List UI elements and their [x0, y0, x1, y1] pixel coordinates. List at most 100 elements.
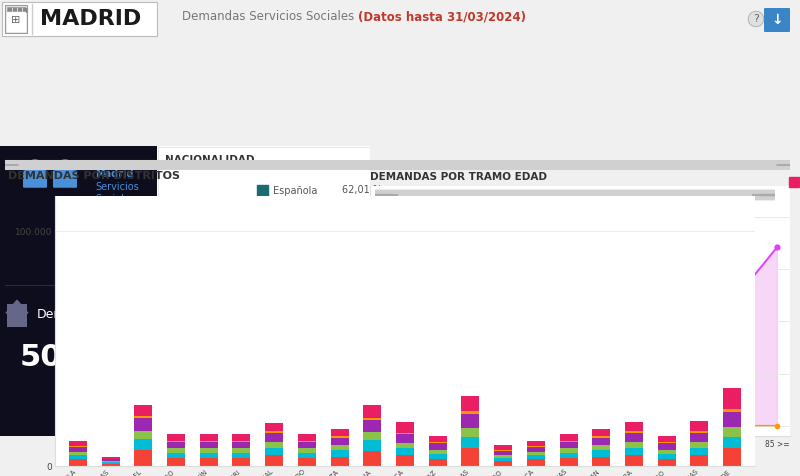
Bar	[200, 441, 218, 442]
Bar	[363, 405, 382, 417]
Bar	[625, 448, 643, 456]
FancyBboxPatch shape	[7, 7, 25, 31]
Bar	[527, 446, 545, 447]
Bar	[265, 448, 283, 456]
Bar	[527, 455, 545, 459]
Circle shape	[752, 195, 788, 196]
Bar	[396, 434, 414, 443]
Bar	[330, 428, 349, 436]
Text: NACIONALIDAD: NACIONALIDAD	[165, 155, 254, 165]
Bar	[658, 442, 676, 443]
Bar	[658, 436, 676, 442]
Bar	[265, 431, 283, 433]
Bar	[690, 433, 708, 442]
Bar	[559, 435, 578, 441]
Bar	[625, 431, 643, 433]
Bar	[298, 458, 316, 466]
Bar	[494, 450, 512, 451]
Text: Servicios: Servicios	[95, 182, 138, 192]
Wedge shape	[177, 201, 241, 265]
Bar	[298, 453, 316, 458]
Bar	[429, 436, 446, 442]
Bar	[298, 441, 316, 442]
Bar	[265, 442, 283, 448]
FancyBboxPatch shape	[764, 8, 790, 32]
Bar	[429, 443, 446, 449]
Bar	[658, 449, 676, 454]
FancyBboxPatch shape	[7, 304, 27, 327]
Text: Hombre: Hombre	[273, 340, 312, 350]
Bar	[429, 454, 446, 459]
Bar	[363, 420, 382, 432]
Text: ⊞: ⊞	[11, 15, 21, 25]
Text: DEMANDAS POR TRAMO EDAD: DEMANDAS POR TRAMO EDAD	[370, 172, 547, 182]
Bar	[167, 441, 185, 442]
Bar	[462, 428, 479, 436]
Bar	[527, 452, 545, 455]
Bar	[330, 445, 349, 450]
Bar	[527, 459, 545, 466]
Bar	[167, 435, 185, 441]
Bar	[69, 455, 87, 459]
Bar	[723, 412, 741, 427]
Bar	[69, 452, 87, 455]
Text: ↓: ↓	[165, 422, 175, 435]
Bar	[0, 285, 157, 436]
Bar	[13, 8, 16, 12]
Bar	[102, 461, 120, 462]
Bar	[330, 437, 349, 445]
Bar	[690, 456, 708, 466]
Bar	[102, 464, 120, 466]
FancyBboxPatch shape	[0, 160, 800, 170]
Bar	[559, 453, 578, 458]
Bar	[592, 456, 610, 466]
Bar	[527, 447, 545, 452]
Bar	[592, 450, 610, 456]
FancyBboxPatch shape	[53, 170, 77, 188]
Bar	[265, 433, 283, 442]
Bar	[167, 458, 185, 466]
FancyBboxPatch shape	[23, 170, 47, 188]
Text: 37,99 %: 37,99 %	[342, 216, 382, 226]
Circle shape	[56, 160, 74, 181]
Bar	[396, 448, 414, 456]
Bar	[167, 442, 185, 448]
Bar	[200, 442, 218, 448]
Bar	[494, 457, 512, 461]
Wedge shape	[177, 201, 231, 265]
Bar	[102, 462, 120, 464]
Bar	[559, 458, 578, 466]
Bar	[396, 443, 414, 448]
Bar	[8, 8, 11, 12]
Bar	[559, 442, 578, 448]
Bar	[200, 453, 218, 458]
Bar	[233, 442, 250, 448]
Bar	[690, 421, 708, 431]
Bar	[233, 448, 250, 453]
Bar	[200, 435, 218, 441]
Bar	[330, 436, 349, 437]
Legend: 2019, 2020, 2021, 2022, 2023: 2019, 2020, 2021, 2022, 2023	[798, 181, 800, 270]
Bar	[265, 423, 283, 431]
Text: 50.244: 50.244	[19, 343, 137, 372]
Bar	[494, 455, 512, 457]
Bar	[265, 456, 283, 466]
Text: Demandas: Demandas	[37, 307, 104, 321]
Bar	[690, 442, 708, 448]
Circle shape	[26, 160, 44, 181]
Text: Mujer: Mujer	[273, 370, 301, 380]
Text: 70,16 %: 70,16 %	[342, 370, 382, 380]
Bar	[462, 414, 479, 428]
Bar	[658, 454, 676, 459]
Bar	[462, 448, 479, 466]
Bar	[592, 437, 610, 445]
Text: 62,01 %: 62,01 %	[342, 186, 382, 196]
Bar	[134, 405, 152, 416]
Bar	[625, 442, 643, 448]
Polygon shape	[6, 300, 28, 313]
FancyBboxPatch shape	[357, 189, 793, 200]
Bar	[690, 431, 708, 433]
Bar	[134, 418, 152, 431]
Bar	[18, 8, 21, 12]
Text: Demandas Servicios Sociales: Demandas Servicios Sociales	[182, 10, 358, 23]
